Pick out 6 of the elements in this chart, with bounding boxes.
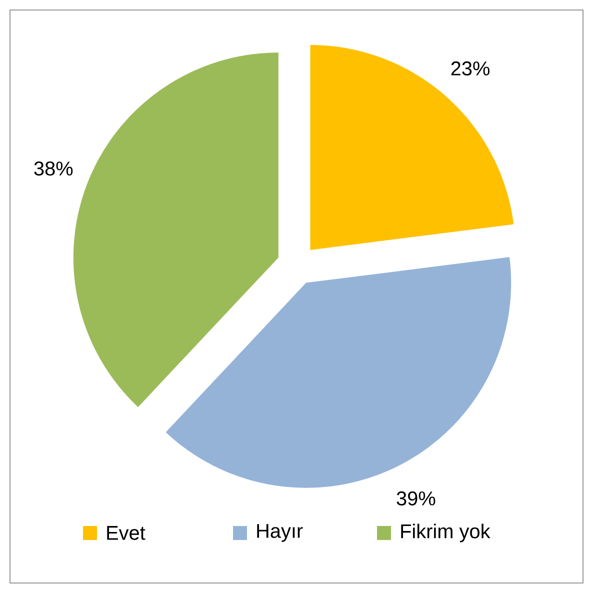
data-label: 23% [451,61,490,76]
data-label: 39% [396,491,436,506]
legend-label: Hayır [257,524,303,542]
legend-label: Fikrim yok [401,524,490,542]
data-label: 38% [34,161,73,176]
legend-label: Evet [107,526,146,540]
